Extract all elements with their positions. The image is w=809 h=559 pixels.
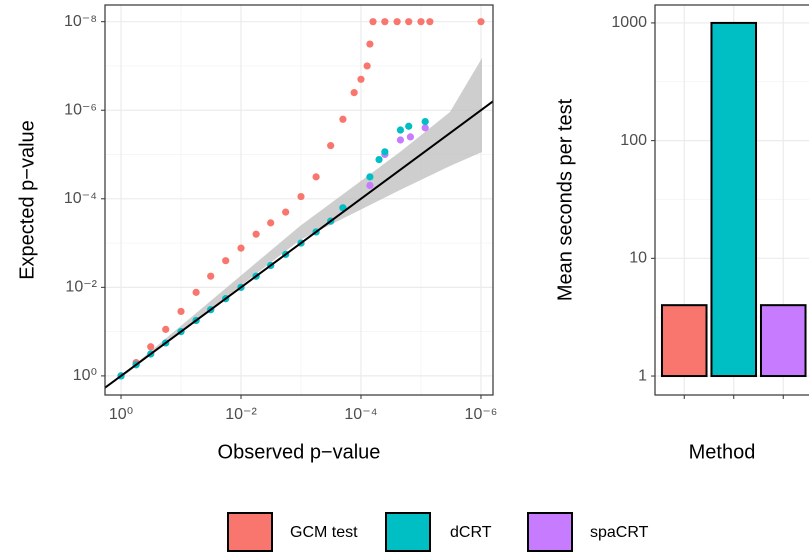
y-tick-label: 1 [638, 367, 647, 384]
x-tick-label: 10⁻² [225, 406, 257, 423]
point [282, 208, 290, 216]
bar [759, 304, 807, 378]
point [366, 181, 374, 190]
point [207, 272, 215, 280]
panel-border [104, 4, 494, 396]
point [405, 122, 413, 130]
reference-line [104, 100, 494, 389]
point [339, 115, 347, 123]
point [312, 173, 320, 181]
point [222, 257, 230, 265]
bar [710, 21, 758, 378]
point [421, 124, 429, 132]
point [177, 307, 185, 316]
y-axis-title: Expected p−value [16, 120, 38, 280]
x-tick-label: 10⁻⁴ [344, 406, 377, 423]
x-axis-title: Method [689, 441, 756, 463]
y-tick-label: 10 [629, 250, 647, 267]
point [252, 230, 260, 238]
legend-key [527, 512, 573, 552]
point [381, 148, 389, 156]
y-tick-label: 100 [620, 132, 647, 149]
point [147, 343, 155, 351]
point [396, 126, 405, 134]
point [192, 288, 200, 296]
point [381, 18, 389, 26]
point [267, 219, 275, 227]
point [357, 75, 365, 83]
point [327, 142, 335, 150]
y-tick-label: 1000 [611, 14, 647, 31]
point [369, 18, 377, 26]
point [396, 136, 405, 144]
y-tick-label: 10⁻⁸ [64, 13, 97, 30]
panel-border [654, 4, 809, 396]
point [375, 155, 383, 164]
point [421, 117, 429, 126]
y-tick-label: 10⁰ [73, 367, 97, 384]
legend-label: GCM test [290, 524, 358, 541]
point [162, 325, 170, 333]
y-axis-title: Mean seconds per test [554, 98, 576, 301]
point [417, 18, 425, 26]
y-tick-label: 10⁻⁴ [64, 190, 97, 207]
point [297, 192, 305, 201]
confidence-band [121, 58, 482, 378]
x-tick-label: 10⁻⁶ [465, 406, 498, 423]
x-tick-label: 10⁰ [109, 406, 133, 423]
point [366, 173, 374, 181]
point [363, 62, 371, 70]
legend-key [227, 512, 273, 552]
point [405, 18, 413, 26]
point [393, 18, 401, 26]
legend-label: dCRT [450, 524, 492, 541]
point [237, 244, 245, 252]
bar [660, 304, 708, 378]
y-tick-label: 10⁻² [65, 279, 97, 296]
point [426, 18, 434, 26]
point [406, 133, 415, 141]
legend-label: spaCRT [590, 524, 649, 541]
point [350, 89, 358, 97]
point [477, 18, 485, 26]
point [366, 40, 374, 48]
panel [105, 5, 493, 395]
legend-key [385, 512, 431, 552]
y-tick-label: 10⁻⁶ [64, 101, 97, 118]
x-axis-title: Observed p−value [218, 441, 381, 463]
